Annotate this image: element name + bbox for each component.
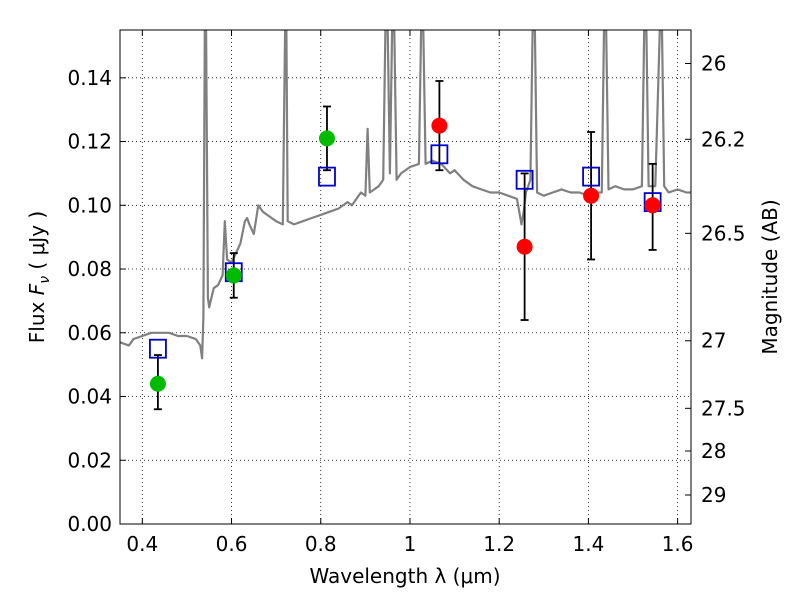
model-flux-square <box>515 169 534 190</box>
mag-tick-label: 26.5 <box>701 221 746 245</box>
y-tick-label: 0.04 <box>67 385 112 409</box>
model-flux-square <box>149 338 167 359</box>
mag-tick-label: 27.5 <box>701 396 746 420</box>
data-markers <box>149 117 662 392</box>
mag-tick-label: 29 <box>701 483 726 507</box>
y-tick-label: 0.06 <box>67 321 112 345</box>
x-tick-label: 1 <box>404 532 417 556</box>
observed-flux-point <box>225 267 242 284</box>
observed-flux-point <box>431 117 448 134</box>
mag-tick-label: 26.2 <box>701 127 746 151</box>
model-flux-square <box>318 166 336 187</box>
observed-flux-point <box>149 375 166 392</box>
y-tick-label: 0.08 <box>67 257 112 281</box>
x-tick-label: 0.8 <box>305 532 337 556</box>
observed-flux-point <box>583 187 600 204</box>
spectrum-line <box>120 30 691 360</box>
mag-tick-label: 27 <box>701 329 726 353</box>
x-tick-label: 0.6 <box>216 532 248 556</box>
y-tick-label: 0.02 <box>67 448 112 472</box>
plot-area <box>120 30 691 360</box>
x-tick-label: 0.4 <box>126 532 158 556</box>
y-tick-label: 0.12 <box>67 130 112 154</box>
y-tick-label: 0.10 <box>67 193 112 217</box>
observed-flux-point <box>318 130 335 147</box>
mag-tick-label: 26 <box>701 51 726 75</box>
x-axis-title: Wavelength λ (μm) <box>309 564 500 588</box>
model-flux-square <box>430 144 449 165</box>
y2-axis-title: Magnitude (AB) <box>758 199 782 354</box>
mag-tick-label: 28 <box>701 439 726 463</box>
observed-flux-point <box>644 197 661 214</box>
x-tick-label: 1.4 <box>572 532 604 556</box>
x-tick-label: 1.2 <box>483 532 515 556</box>
y-tick-label: 0.00 <box>67 512 112 536</box>
y-tick-label: 0.14 <box>67 66 112 90</box>
y-axis-title: Flux Fν ( μJy ) <box>25 211 53 343</box>
observed-flux-point <box>516 238 533 255</box>
x-tick-label: 1.6 <box>662 532 694 556</box>
error-bars <box>153 80 657 411</box>
plot-frame <box>119 29 692 525</box>
model-flux-square <box>582 166 600 187</box>
axis-ticks: 0.4 0.6 0.8 1 1.2 1.4 1.6 0.00 0.02 0.04 0.06 0.08 0… <box>67 30 746 556</box>
